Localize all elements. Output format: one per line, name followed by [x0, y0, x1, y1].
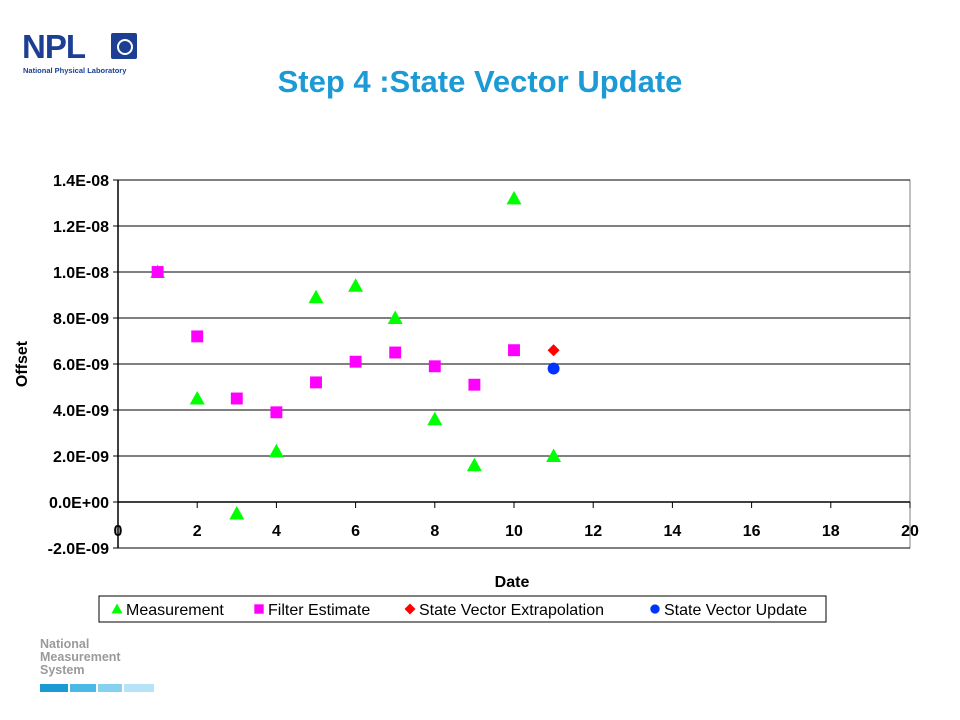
x-axis-title: Date [495, 574, 530, 591]
nms-logo: National Measurement System [40, 638, 160, 698]
filter-estimate-point [310, 376, 322, 389]
x-tick-label: 20 [901, 523, 919, 540]
gridlines [118, 179, 910, 549]
x-tick-label: 2 [193, 523, 202, 540]
measurement-point [506, 190, 522, 205]
chart-legend: Measurement Filter Estimate State Vector E… [98, 595, 827, 623]
legend-label-state-vector-update: State Vector Update [664, 602, 807, 619]
x-tick-label: 18 [822, 523, 840, 540]
state-vector-update-point [547, 362, 560, 375]
y-tick-label: 6.0E-09 [53, 357, 109, 374]
measurement-point [387, 310, 403, 324]
legend-marker-state-vector-extrapolation [404, 603, 416, 615]
npl-logo-mark: NPL [22, 28, 86, 65]
x-tick-label: 6 [351, 523, 360, 540]
axes [113, 179, 911, 549]
y-tick-label: 8.0E-09 [53, 311, 109, 328]
y-axis-title: Offset [14, 340, 31, 387]
measurement-point [268, 443, 284, 458]
x-tick-label: 12 [584, 523, 602, 540]
x-tick-label: 8 [430, 523, 439, 540]
y-tick-labels: -2.0E-09 0.0E+00 2.0E-09 4.0E-09 6.0E-09 8.0E… [48, 173, 109, 558]
measurement-point [427, 411, 443, 426]
y-tick-label: 1.4E-08 [53, 173, 109, 190]
nms-color-bar [40, 684, 154, 692]
state-vector-extrapolation-point [547, 344, 560, 357]
x-tick-label: 0 [114, 523, 123, 540]
legend-marker-measurement [111, 603, 123, 614]
measurement-point [348, 278, 364, 292]
x-tick-label: 4 [272, 523, 281, 540]
filter-estimate-point [191, 330, 204, 343]
nms-bar-segment [70, 684, 96, 692]
data-points [150, 190, 562, 520]
npl-crest-icon [111, 33, 137, 59]
filter-estimate-point [428, 360, 441, 373]
measurement-point [189, 391, 205, 405]
nms-logo-line-2: Measurement [40, 650, 121, 664]
nms-logo-line-3: System [40, 663, 85, 677]
x-tick-label: 10 [505, 523, 523, 540]
legend-marker-state-vector-update [650, 604, 660, 614]
filter-estimate-point [468, 378, 481, 391]
slide-title: Step 4 :State Vector Update [277, 64, 683, 99]
y-tick-label: 1.2E-08 [53, 219, 109, 236]
nms-bar-segment [40, 684, 68, 692]
filter-estimate-point [230, 392, 243, 405]
legend-label-filter-estimate: Filter Estimate [268, 602, 370, 619]
npl-logo-subtitle: National Physical Laboratory [23, 66, 127, 75]
filter-estimate-point [389, 346, 402, 359]
filter-estimate-point [508, 344, 520, 357]
filter-estimate-point [349, 355, 362, 368]
y-tick-label: 2.0E-09 [53, 449, 109, 466]
y-tick-label: 4.0E-09 [53, 403, 109, 420]
nms-logo-line-1: National [40, 637, 90, 651]
filter-estimate-point [270, 406, 283, 419]
legend-box [98, 595, 827, 623]
filter-estimate-point [151, 266, 164, 278]
y-tick-label: -2.0E-09 [48, 541, 109, 558]
measurement-point [546, 448, 562, 462]
legend-label-state-vector-extrapolation: State Vector Extrapolation [419, 602, 604, 619]
measurement-point [229, 506, 245, 520]
nms-bar-segment [124, 684, 154, 692]
measurement-point [466, 457, 482, 472]
x-tick-label: 14 [664, 523, 682, 540]
measurement-point [308, 289, 324, 304]
y-tick-label: 1.0E-08 [53, 265, 109, 282]
nms-bar-segment [98, 684, 122, 692]
y-tick-label: 0.0E+00 [49, 495, 109, 512]
x-tick-label: 16 [743, 523, 761, 540]
legend-label-measurement: Measurement [126, 602, 224, 619]
x-tick-labels: 0 2 4 6 8 10 12 14 16 18 20 [114, 523, 919, 540]
legend-marker-filter-estimate [254, 604, 264, 614]
npl-logo: NPL National Physical Laboratory [22, 28, 142, 75]
